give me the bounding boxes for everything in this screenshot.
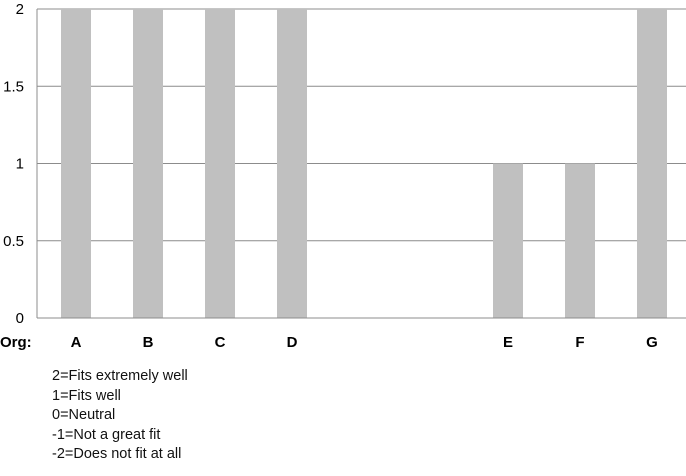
bar (205, 9, 235, 318)
bar (493, 163, 523, 318)
bar (61, 9, 91, 318)
x-tick-label: C (215, 334, 226, 351)
y-tick-label: 1.5 (3, 78, 24, 95)
axes (36, 9, 686, 319)
scale-legend-item: -2=Does not fit at all (52, 446, 182, 462)
bar (277, 9, 307, 318)
y-tick-label: 1 (16, 156, 24, 173)
x-tick-label: A (71, 334, 82, 351)
x-tick-label: E (503, 334, 513, 351)
bars (61, 9, 667, 318)
bar (565, 163, 595, 318)
x-tick-labels: ABCDEFGH (71, 334, 658, 351)
scale-legend: 2=Fits extremely well 1=Fits well 0=Neut… (52, 367, 188, 465)
bar (133, 9, 163, 318)
x-tick-label: B (143, 334, 154, 351)
y-tick-label: 2 (16, 1, 24, 18)
y-tick-labels: 0 0.5 1 1.5 2 (3, 1, 24, 327)
category-axis-label: Org: (0, 334, 32, 351)
scale-legend-item: 2=Fits extremely well (52, 368, 188, 384)
y-tick-label: 0 (16, 310, 24, 327)
x-tick-label: G (646, 334, 658, 351)
x-tick-label: F (575, 334, 584, 351)
x-tick-label: D (287, 334, 298, 351)
bar (637, 9, 667, 318)
scale-legend-item: 1=Fits well (52, 387, 121, 404)
y-tick-label: 0.5 (3, 233, 24, 250)
scale-legend-item: -1=Not a great fit (52, 426, 161, 443)
scale-legend-item: 0=Neutral (52, 407, 116, 423)
